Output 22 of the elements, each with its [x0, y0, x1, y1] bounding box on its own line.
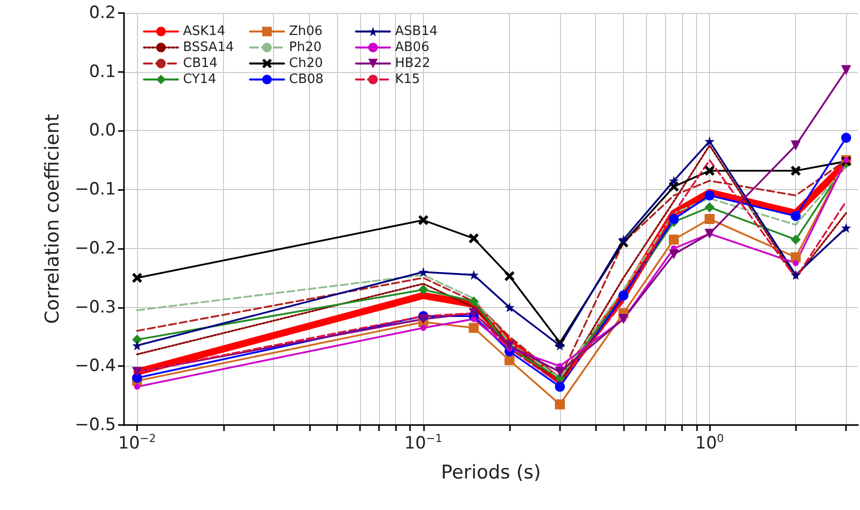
legend-label: AB06 — [395, 40, 430, 55]
y-axis-title: Correlation coefficient — [42, 114, 64, 324]
legend-label: ASK14 — [183, 24, 226, 39]
legend-label: BSSA14 — [183, 40, 234, 55]
legend-label: CY14 — [183, 72, 216, 87]
x-axis-title: Periods (s) — [441, 462, 541, 484]
y-tick-label: 0.0 — [88, 120, 116, 141]
y-tick-label: 0.1 — [88, 62, 116, 82]
y-tick-label: −0.5 — [74, 415, 116, 435]
y-tick-label: −0.4 — [74, 356, 116, 376]
legend-label: Zh06 — [289, 24, 323, 39]
legend-label: CB08 — [289, 72, 324, 87]
y-tick-label: −0.2 — [74, 238, 116, 258]
y-tick-label: 0.2 — [88, 3, 116, 23]
legend-label: Ch20 — [289, 56, 323, 71]
legend-label: Ph20 — [289, 40, 322, 55]
legend-label: ASB14 — [395, 24, 438, 39]
legend-label: K15 — [395, 72, 420, 87]
y-tick-label: −0.1 — [74, 180, 116, 200]
legend-label: HB22 — [395, 56, 430, 71]
legend-label: CB14 — [183, 56, 218, 71]
y-tick-label: −0.3 — [74, 297, 116, 318]
